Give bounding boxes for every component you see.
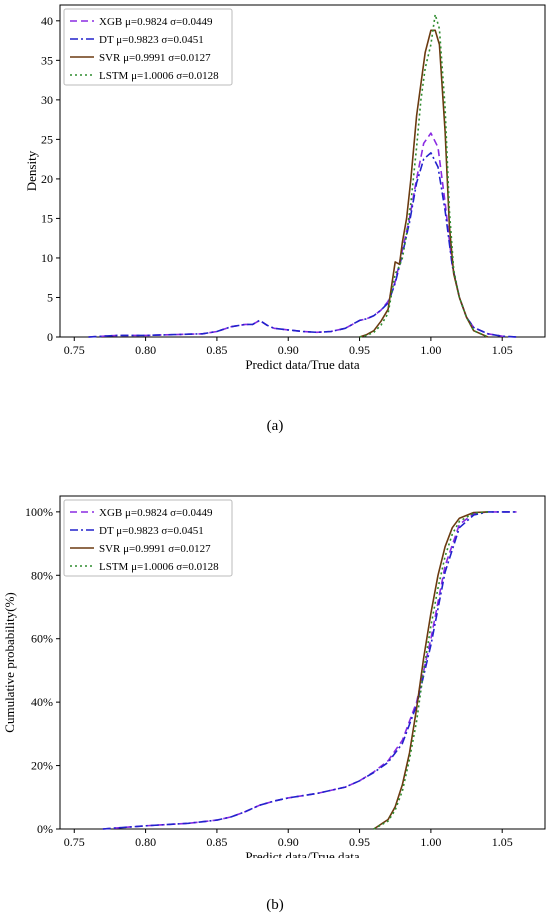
- legend-entry: SVR μ=0.9991 σ=0.0127: [99, 543, 211, 555]
- x-tick-label: 1.05: [492, 343, 513, 357]
- legend-entry: SVR μ=0.9991 σ=0.0127: [99, 52, 211, 64]
- panel-label-a: (a): [266, 418, 284, 434]
- legend-entry: DT μ=0.9823 σ=0.0451: [99, 525, 204, 537]
- y-tick-label: 80%: [31, 568, 53, 582]
- series-line-xgb: [88, 132, 517, 338]
- legend-entry: XGB μ=0.9824 σ=0.0449: [99, 507, 213, 519]
- y-tick-label: 15: [41, 211, 53, 225]
- legend-entry: LSTM μ=1.0006 σ=0.0128: [99, 70, 219, 82]
- x-tick-label: 0.90: [278, 343, 299, 357]
- series-line-dt: [88, 152, 517, 338]
- y-tick-label: 30: [41, 93, 53, 107]
- y-tick-label: 35: [41, 53, 53, 67]
- plot-frame: [59, 4, 546, 338]
- legend-entry: DT μ=0.9823 σ=0.0451: [99, 34, 204, 46]
- legend-box: [63, 499, 233, 577]
- y-axis-label: Density: [24, 150, 39, 191]
- x-axis-label: Predict data/True data: [245, 849, 360, 858]
- density-chart: 0.75 0.80 0.85 0.90 0.95 1.00 1.05 0 5 10 15 20 25 30…: [24, 4, 546, 372]
- y-tick-label: 10: [41, 251, 53, 265]
- x-tick-label: 0.95: [349, 343, 370, 357]
- x-tick-label: 1.05: [492, 835, 513, 849]
- y-tick-label: 60%: [31, 632, 53, 646]
- series-line-xgb: [102, 511, 517, 830]
- y-tick-label: 40%: [31, 695, 53, 709]
- x-tick-label: 0.85: [206, 835, 227, 849]
- y-tick-label: 20%: [31, 759, 53, 773]
- y-axis-label: Cumulative probability(%): [2, 592, 17, 732]
- x-tick-label: 0.75: [64, 835, 85, 849]
- x-tick-label: 0.80: [135, 343, 156, 357]
- series-line-lstm: [373, 511, 488, 830]
- y-tick-label: 100%: [25, 505, 53, 519]
- series-line-svr: [373, 511, 488, 830]
- x-tick-label: 1.00: [420, 835, 441, 849]
- plot-frame: [59, 495, 546, 830]
- cumulative-chart: 0.75 0.80 0.85 0.90 0.95 1.00 1.05 0% 20% 40% 60% 8…: [2, 495, 546, 858]
- legend-box: [63, 8, 233, 86]
- y-tick-label: 25: [41, 132, 53, 146]
- y-tick-label: 0%: [37, 822, 53, 836]
- x-tick-label: 1.00: [420, 343, 441, 357]
- x-tick-label: 0.90: [278, 835, 299, 849]
- panel-label-b: (b): [266, 897, 284, 913]
- legend-entry: LSTM μ=1.0006 σ=0.0128: [99, 561, 219, 573]
- x-tick-label: 0.75: [64, 343, 85, 357]
- x-tick-label: 0.95: [349, 835, 370, 849]
- y-tick-label: 5: [47, 290, 53, 304]
- y-tick-label: 40: [41, 14, 53, 28]
- series-line-lstm: [359, 13, 489, 338]
- x-axis-label: Predict data/True data: [245, 357, 360, 372]
- series-line-svr: [359, 29, 489, 338]
- y-tick-label: 0: [47, 330, 53, 344]
- y-tick-label: 20: [41, 172, 53, 186]
- legend-entry: XGB μ=0.9824 σ=0.0449: [99, 16, 213, 28]
- x-tick-label: 0.80: [135, 835, 156, 849]
- x-tick-label: 0.85: [206, 343, 227, 357]
